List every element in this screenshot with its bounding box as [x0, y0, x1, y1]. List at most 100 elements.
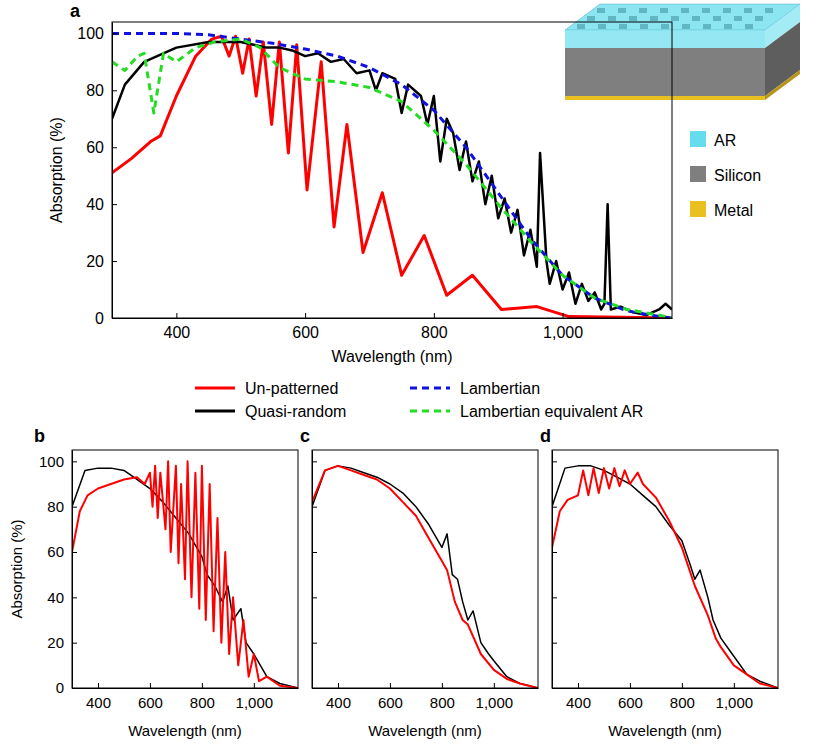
inset-texture: [650, 16, 658, 21]
tick-mark: [112, 147, 117, 148]
y-axis: [312, 451, 317, 689]
tick-mark: [112, 204, 117, 205]
inset-illustration: [565, 4, 800, 100]
inset-key: [690, 131, 706, 147]
tick-mark: [112, 90, 117, 91]
x-tick: 1,000: [543, 313, 583, 341]
y-tick: 40: [47, 589, 77, 606]
x-axis-title: Wavelength (nm): [331, 348, 452, 365]
y-tick: 0: [95, 310, 117, 327]
x-tick: 1,000: [236, 683, 274, 711]
x-tick: 600: [138, 683, 163, 711]
y-tick: [552, 643, 557, 644]
inset-texture: [702, 8, 710, 13]
y-tick: 80: [86, 82, 117, 99]
x-tick: 800: [421, 313, 448, 341]
x-tick: 600: [378, 683, 403, 711]
y-tick: [312, 552, 317, 553]
inset-texture: [640, 24, 648, 29]
tick-label: 600: [618, 694, 643, 711]
inset-texture: [765, 8, 773, 13]
tick-label: 1,000: [543, 324, 583, 341]
legend-label: Lambertian equivalent AR: [460, 403, 643, 420]
y-tick: [552, 461, 557, 462]
figure: ARSiliconMetal4006008001,000020406080100…: [0, 0, 837, 756]
legend-label: Lambertian: [460, 380, 540, 397]
y-tick: [552, 507, 557, 508]
y-tick: 100: [39, 453, 77, 470]
axis-line: [552, 451, 553, 689]
axis-line: [312, 451, 313, 689]
tick-label: 400: [86, 694, 111, 711]
x-axis: 4006008001,000: [113, 313, 673, 341]
y-axis-title: Absorption (%): [8, 519, 25, 618]
x-axis: 400 600 800 1,000: [553, 683, 779, 711]
y-tick: 80: [47, 498, 77, 515]
inset-texture: [639, 8, 647, 13]
x-axis: 400 600 800 1,000: [73, 683, 299, 711]
inset-texture: [713, 16, 721, 21]
tick-label: 800: [190, 694, 215, 711]
inset-texture: [661, 24, 669, 29]
series-line: [312, 466, 538, 688]
x-tick: 1,000: [716, 683, 754, 711]
inset-silicon-front: [565, 48, 765, 96]
x-axis-title: Wavelength (nm): [368, 722, 482, 739]
inset-label: Metal: [714, 202, 753, 219]
legend-swatch: [195, 410, 235, 413]
axis-line: [72, 451, 73, 689]
tick-mark: [630, 683, 631, 688]
tick-mark: [112, 33, 117, 34]
tick-mark: [682, 683, 683, 688]
tick-label: 60: [47, 543, 64, 560]
tick-mark: [72, 597, 77, 598]
inset-label: Silicon: [714, 167, 761, 184]
tick-label: 800: [421, 324, 448, 341]
x-axis: 4006008001,000: [313, 683, 539, 711]
inset-metal-side: [765, 70, 800, 100]
tick-mark: [305, 313, 306, 318]
axis-line: [113, 318, 673, 319]
tick-label: 100: [39, 453, 64, 470]
tick-mark: [312, 461, 317, 462]
tick-label: 40: [47, 589, 64, 606]
tick-mark: [338, 683, 339, 688]
tick-mark: [312, 597, 317, 598]
panel-letter: b: [34, 426, 45, 446]
inset-texture: [587, 16, 595, 21]
y-tick: [312, 597, 317, 598]
plot-frame: [72, 450, 298, 688]
axis-line: [313, 688, 539, 689]
y-axis: [552, 451, 557, 689]
y-tick: [312, 461, 317, 462]
series-line: [112, 39, 672, 318]
tick-label: 400: [164, 324, 191, 341]
panel: 4006008001,000020406080100Wavelength (nm…: [8, 426, 299, 739]
plot-area: [312, 466, 538, 688]
inset-texture: [755, 16, 763, 21]
inset-texture: [734, 16, 742, 21]
x-tick: 600: [618, 683, 643, 711]
series-line: [312, 466, 538, 688]
tick-mark: [176, 313, 177, 318]
x-tick: 800: [190, 683, 215, 711]
inset-key: [690, 166, 706, 182]
tick-mark: [312, 643, 317, 644]
series-line: [112, 33, 672, 318]
tick-mark: [578, 683, 579, 688]
tick-mark: [442, 683, 443, 688]
y-axis: 020406080100: [39, 451, 77, 697]
tick-mark: [312, 507, 317, 508]
inset-texture: [724, 24, 732, 29]
tick-label: 1,000: [236, 694, 274, 711]
inset-texture: [681, 8, 689, 13]
tick-mark: [312, 552, 317, 553]
series-line: [72, 461, 298, 688]
panel-letter: d: [540, 426, 551, 446]
inset-texture: [619, 24, 627, 29]
tick-mark: [72, 552, 77, 553]
tick-mark: [390, 683, 391, 688]
tick-mark: [202, 683, 203, 688]
tick-label: 400: [566, 694, 591, 711]
tick-label: 800: [670, 694, 695, 711]
